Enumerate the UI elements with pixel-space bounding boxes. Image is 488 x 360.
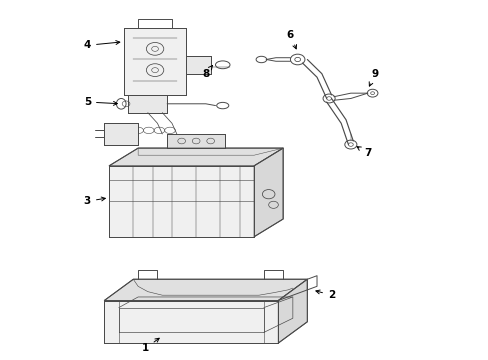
Text: 5: 5 <box>83 97 117 107</box>
Polygon shape <box>186 56 210 74</box>
Polygon shape <box>109 166 254 237</box>
Text: 9: 9 <box>368 69 378 86</box>
Text: 3: 3 <box>83 196 105 206</box>
Polygon shape <box>109 148 283 166</box>
Polygon shape <box>167 134 224 148</box>
Text: 2: 2 <box>315 290 334 300</box>
Polygon shape <box>254 148 283 237</box>
Text: 7: 7 <box>356 147 371 158</box>
Polygon shape <box>104 301 278 343</box>
Text: 4: 4 <box>83 40 120 50</box>
Polygon shape <box>278 279 307 343</box>
Polygon shape <box>123 28 186 95</box>
Text: 1: 1 <box>142 338 159 354</box>
Polygon shape <box>104 279 307 301</box>
Text: 6: 6 <box>286 30 296 49</box>
Polygon shape <box>128 95 167 113</box>
Text: 8: 8 <box>202 66 212 79</box>
Polygon shape <box>104 123 138 145</box>
